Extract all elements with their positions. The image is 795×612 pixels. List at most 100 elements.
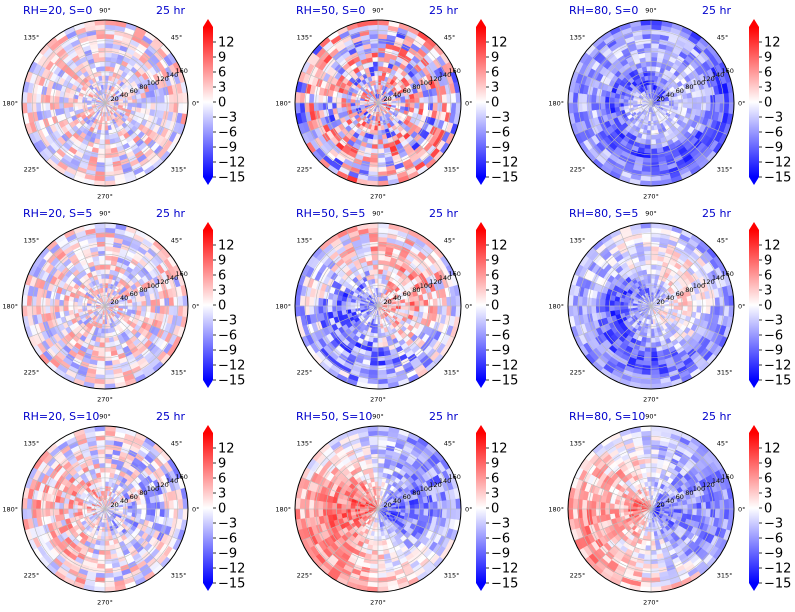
heatmap-cell [682, 102, 689, 109]
heatmap-cell [369, 157, 379, 164]
angle-tick-label: 0° [192, 303, 199, 311]
heatmap-cell [96, 157, 106, 164]
heatmap-cell [644, 148, 652, 154]
heatmap-cell [369, 42, 379, 49]
heatmap-cell [373, 130, 379, 136]
heatmap-cell [641, 33, 652, 40]
colorbar-tick-label: 0 [491, 299, 499, 314]
heatmap-cell [650, 56, 658, 63]
angular-gridline [377, 102, 437, 162]
angle-tick-label: 315° [444, 368, 460, 376]
heatmap-cell [104, 65, 111, 72]
radial-tick-label: 40 [120, 294, 128, 302]
heatmap-cell [168, 296, 175, 307]
heatmap-cell [368, 236, 379, 243]
heatmap-cell [98, 52, 106, 58]
heatmap-cell [104, 157, 114, 164]
heatmap-cell [455, 102, 461, 115]
heatmap-cell [49, 102, 55, 111]
heatmap-cell [642, 157, 652, 164]
heatmap-cell [641, 166, 652, 173]
polar-frame [21, 19, 189, 187]
heatmap-cell [99, 139, 106, 145]
radial-tick-label: 20 [383, 95, 391, 103]
angular-gridline [104, 44, 164, 104]
heatmap-cell [159, 102, 166, 112]
heatmap-cell [705, 102, 712, 112]
heatmap-cell [441, 296, 448, 307]
heatmap-cell [371, 148, 379, 154]
colorbar-tick-label: −15 [491, 171, 518, 186]
colorbar-tick-label: −12 [491, 156, 518, 171]
panel-time-label: 25 hr [429, 207, 458, 220]
radial-tick-label: 40 [666, 91, 674, 99]
heatmap-cell [104, 259, 112, 266]
colorbar-extend-min [749, 177, 759, 185]
heatmap-cell [150, 102, 156, 110]
colorbar-tick-label: 3 [764, 81, 772, 96]
heatmap-cell [104, 20, 117, 26]
colorbar-tick-label: −6 [764, 126, 783, 141]
heatmap-cell [127, 102, 133, 107]
angle-tick-label: 90° [99, 7, 111, 15]
colorbar-tick-label: −9 [491, 141, 510, 156]
radial-tick-label: 80 [139, 83, 147, 91]
heatmap-cell [600, 96, 606, 104]
heatmap-cell [371, 351, 379, 357]
angular-gridline [104, 102, 138, 180]
heatmap-cell [650, 75, 655, 81]
heatmap-cell [646, 333, 652, 339]
heatmap-cell [63, 305, 69, 312]
heatmap-cell [642, 42, 652, 49]
heatmap-cell [678, 102, 684, 108]
heatmap-cell [141, 300, 147, 307]
heatmap-cell [643, 47, 652, 53]
colorbar-tick-label: −3 [491, 111, 510, 126]
angular-gridline [46, 44, 106, 104]
heatmap-cell [418, 305, 425, 313]
heatmap-cell [331, 299, 338, 307]
heatmap-cell [359, 303, 365, 307]
heatmap-cell [86, 303, 92, 307]
angular-gridline [301, 70, 379, 104]
heatmap-cell [98, 346, 106, 353]
heatmap-cell [377, 52, 385, 58]
panel-title: RH=20, S=5 [23, 207, 92, 220]
heatmap-cell [400, 305, 406, 310]
colorbar-tick-label: −6 [491, 126, 510, 141]
colorbar-tick-label: 6 [218, 66, 226, 81]
heatmap-cell [95, 166, 106, 173]
heatmap-cell [650, 273, 656, 279]
heatmap-cell [595, 102, 601, 111]
heatmap-cell [104, 47, 113, 53]
angle-tick-label: 135° [297, 34, 313, 42]
heatmap-cell [104, 143, 112, 150]
heatmap-cell [159, 297, 166, 307]
angular-gridline [72, 26, 106, 104]
colorbar-tick-label: −15 [491, 374, 518, 389]
colorbar-tick-label: 12 [491, 36, 508, 51]
colorbar-tick-label: 9 [491, 51, 499, 66]
heatmap-cell [375, 116, 379, 122]
angle-tick-label: 0° [738, 100, 745, 108]
heatmap-cell [141, 305, 147, 312]
heatmap-cell [650, 65, 657, 72]
heatmap-cell [418, 299, 425, 307]
colorbar-tick-label: 6 [491, 269, 499, 284]
radial-tick-label: 60 [403, 290, 411, 298]
heatmap-cell [104, 278, 109, 284]
heatmap-cell [98, 143, 106, 150]
colorbar-tick-label: −9 [218, 344, 237, 359]
heatmap-cell [377, 245, 387, 252]
colorbar-tick-label: 9 [764, 51, 772, 66]
heatmap-cell [650, 143, 658, 150]
heatmap-cell [104, 61, 111, 67]
heatmap-cell [322, 95, 328, 104]
heatmap-cell [370, 356, 379, 362]
heatmap-cell [648, 116, 652, 122]
heatmap-cell [650, 33, 661, 40]
angular-gridline [377, 102, 411, 180]
heatmap-cell [371, 255, 379, 261]
heatmap-cell [104, 236, 115, 243]
angular-gridline [104, 70, 182, 104]
